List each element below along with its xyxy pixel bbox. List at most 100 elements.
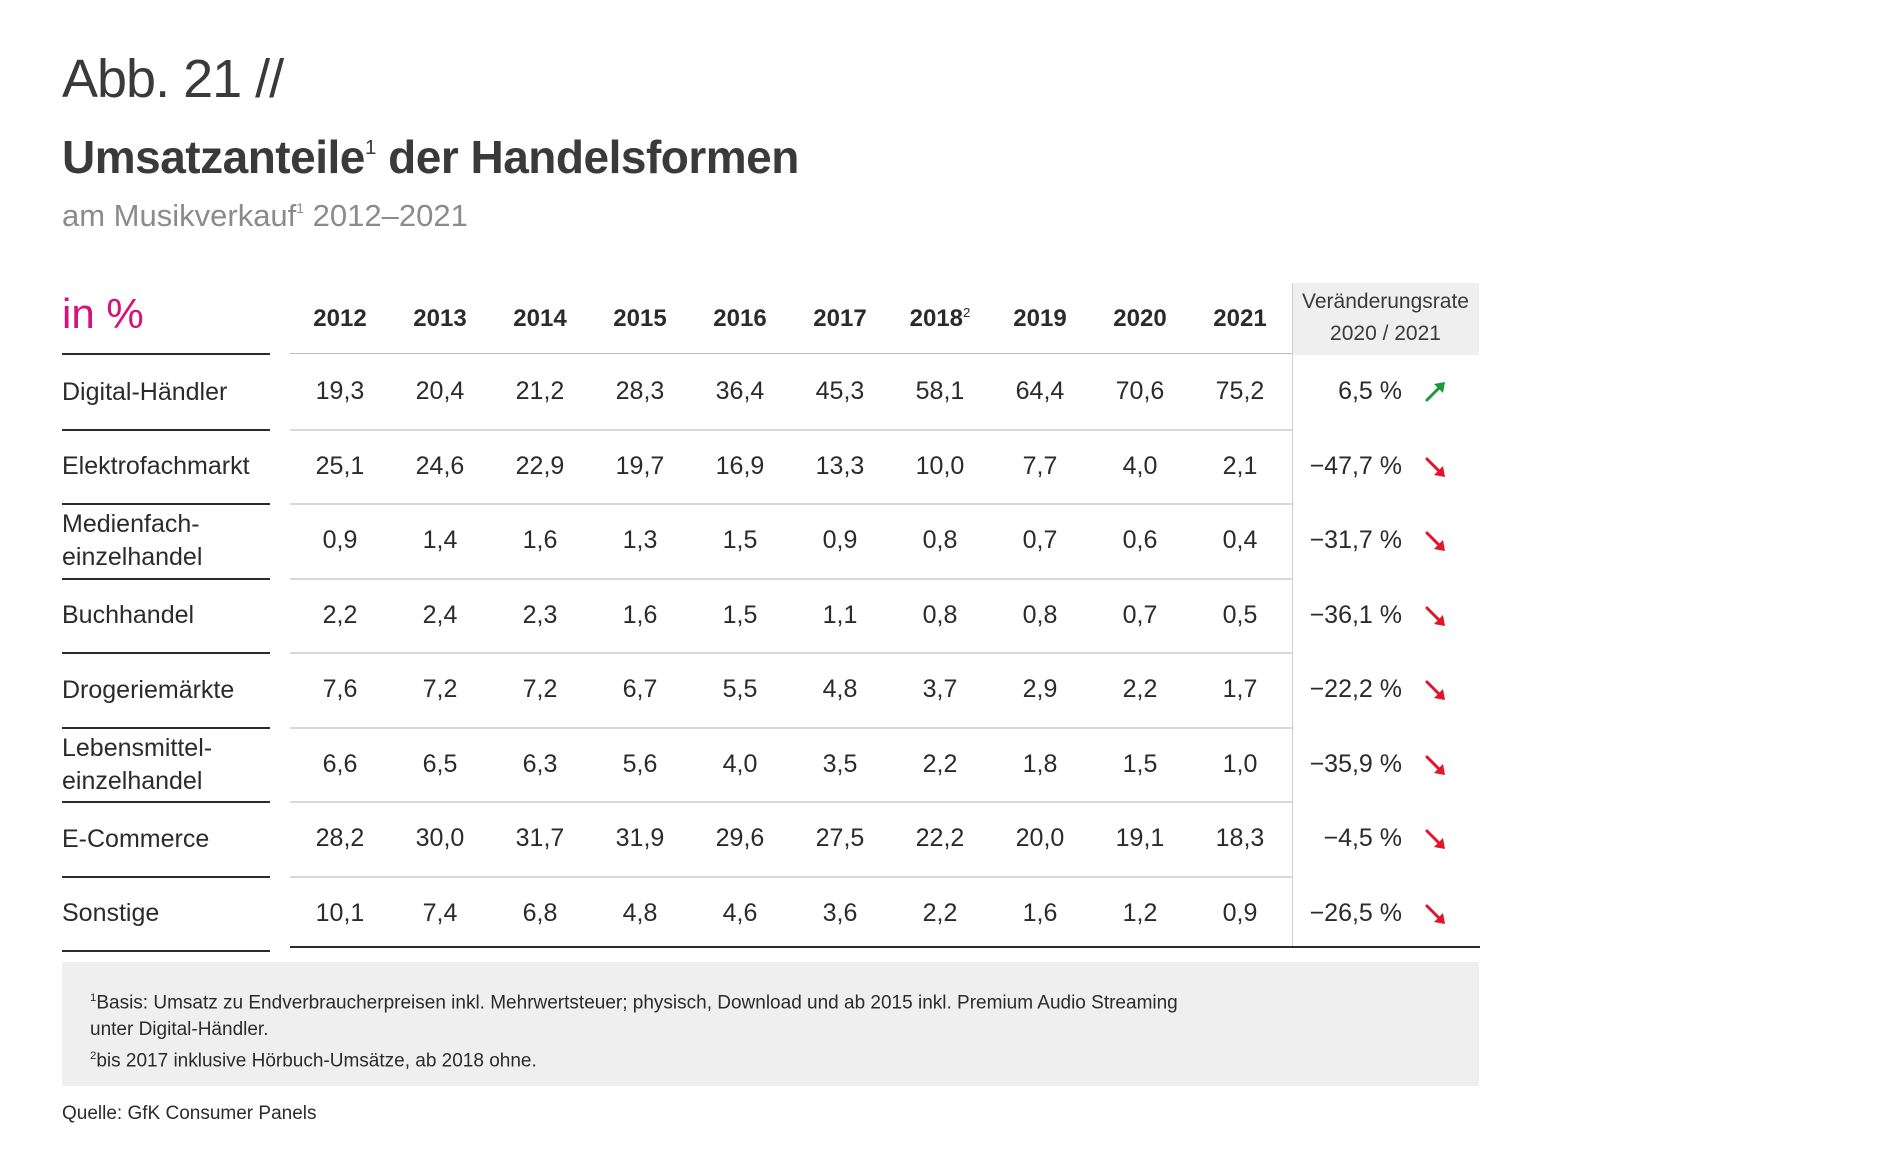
rate-header: Veränderungsrate 2020 / 2021	[1302, 290, 1469, 345]
table-cell: 20,4	[415, 377, 465, 406]
table-cell: 6,3	[522, 749, 558, 778]
header-rule-label	[62, 353, 270, 355]
table-cell: 31,9	[615, 824, 665, 853]
row-label: Medienfach-einzelhandel	[62, 510, 203, 572]
table-cell: 24,6	[415, 451, 465, 480]
change-rate: −36,1 %	[1309, 600, 1402, 629]
table-cell: 1,5	[722, 600, 758, 629]
column-header-2012: 2012	[313, 305, 367, 332]
footnote: unter Digital-Händler.	[90, 1019, 269, 1041]
row-rule-data	[290, 652, 1292, 654]
table-cell: 3,6	[822, 898, 858, 927]
row-label: Elektrofachmarkt	[62, 452, 250, 481]
table-cell: 7,6	[322, 675, 358, 704]
table-cell: 5,5	[722, 675, 758, 704]
table-cell: 70,6	[1115, 377, 1165, 406]
table-cell: 5,6	[622, 749, 658, 778]
table-cell: 7,2	[522, 675, 558, 704]
table-cell: 10,0	[915, 451, 965, 480]
footnote-box	[62, 962, 1479, 1086]
table-cell: 21,2	[515, 377, 565, 406]
table-cell: 19,3	[315, 377, 365, 406]
table-cell: 1,2	[1122, 898, 1158, 927]
change-rate: −22,2 %	[1309, 675, 1402, 704]
row-label: Digital-Händler	[62, 377, 228, 406]
column-header-2020: 2020	[1113, 305, 1167, 332]
row-label: Buchhandel	[62, 601, 195, 630]
table-cell: 0,8	[922, 600, 958, 629]
rate-header-background	[1292, 283, 1479, 355]
column-header-2018: 20182	[909, 305, 971, 332]
table-cell: 0,8	[922, 526, 958, 555]
table-cell: 0,9	[322, 526, 358, 555]
table-cell: 2,2	[922, 898, 958, 927]
table-cell: 4,6	[722, 898, 758, 927]
table-cell: 7,7	[1022, 451, 1058, 480]
column-header-2015: 2015	[613, 305, 667, 332]
trend-down-arrow-icon	[1425, 531, 1445, 552]
change-rate: −35,9 %	[1309, 749, 1402, 778]
table-cell: 22,2	[915, 824, 965, 853]
table-cell: 18,3	[1215, 824, 1265, 853]
table-cell: 2,2	[922, 749, 958, 778]
table-cell: 1,8	[1022, 749, 1058, 778]
change-rate: 6,5 %	[1338, 377, 1402, 406]
table-cell: 2,4	[422, 600, 458, 629]
trend-down-arrow-icon	[1425, 904, 1445, 924]
row-rule-data	[290, 801, 1292, 803]
change-rate: −47,7 %	[1309, 451, 1402, 480]
table-cell: 6,8	[522, 898, 558, 927]
chart-title: Umsatzanteile1 der Handelsformen	[62, 131, 799, 183]
row-rule-data	[290, 428, 1292, 431]
table-cell: 1,3	[622, 526, 658, 555]
footnote: 1Basis: Umsatz zu Endverbraucherpreisen …	[90, 992, 1178, 1014]
figure-number: Abb. 21 //	[62, 49, 284, 109]
trend-down-arrow-icon	[1425, 680, 1445, 701]
column-header-2019: 2019	[1013, 305, 1067, 332]
table-cell: 20,0	[1015, 824, 1065, 853]
table-cell: 16,9	[715, 451, 765, 480]
table-cell: 1,4	[422, 526, 458, 555]
trend-down-arrow-icon	[1425, 755, 1445, 775]
unit-label: in %	[62, 290, 144, 337]
table-cell: 29,6	[715, 824, 765, 853]
table-cell: 1,6	[622, 600, 658, 629]
chart-subtitle: am Musikverkauf1 2012–2021	[62, 198, 468, 233]
trend-down-arrow-icon	[1425, 829, 1445, 850]
table-cell: 0,4	[1222, 526, 1258, 555]
row-rule-label	[62, 577, 270, 580]
column-header-2013: 2013	[413, 305, 467, 332]
row-rule-data	[290, 726, 1292, 729]
row-rule-label	[62, 950, 270, 952]
table-cell: 13,3	[815, 451, 865, 480]
source-note: Quelle: GfK Consumer Panels	[62, 1103, 317, 1124]
table-cell: 2,2	[322, 600, 358, 629]
footnote: 2bis 2017 inklusive Hörbuch-Umsätze, ab …	[90, 1050, 537, 1072]
header-rule-data	[290, 353, 1292, 354]
row-rule-label	[62, 801, 270, 803]
table-cell: 1,7	[1222, 675, 1258, 704]
table-cell: 30,0	[415, 824, 465, 853]
rate-divider	[1292, 283, 1293, 948]
table-cell: 10,1	[315, 898, 365, 927]
trend-up-arrow-icon	[1425, 382, 1445, 402]
footnotes: 1Basis: Umsatz zu Endverbraucherpreisen …	[90, 985, 1178, 1075]
table-cell: 19,7	[615, 451, 665, 480]
row-rule-label	[62, 503, 270, 505]
table-cell: 0,7	[1122, 600, 1158, 629]
change-rate: −31,7 %	[1309, 526, 1402, 555]
table-cell: 1,5	[722, 526, 758, 555]
table-cell: 0,7	[1022, 526, 1058, 555]
table-cell: 36,4	[715, 377, 765, 406]
table-cell: 0,6	[1122, 526, 1158, 555]
table-cell: 1,6	[1022, 898, 1058, 927]
column-header-2014: 2014	[513, 305, 567, 332]
table-cell: 0,8	[1022, 600, 1058, 629]
table-cell: 0,5	[1222, 600, 1258, 629]
row-rule-label	[62, 726, 270, 729]
row-rule-data	[290, 577, 1292, 580]
table-cell: 6,6	[322, 749, 358, 778]
table-cell: 2,1	[1222, 451, 1258, 480]
table-cell: 19,1	[1115, 824, 1165, 853]
row-label: Drogeriemärkte	[62, 675, 235, 704]
